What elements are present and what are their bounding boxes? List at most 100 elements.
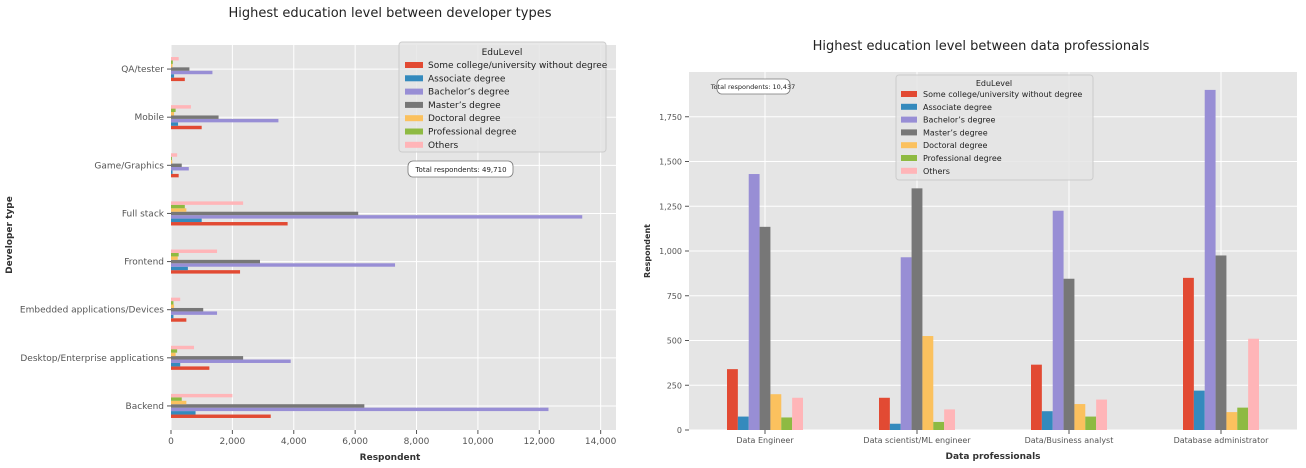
left-legend-label: Associate degree <box>428 74 506 84</box>
left-bar <box>171 270 241 274</box>
right-bar <box>1193 390 1205 430</box>
left-bar <box>171 263 396 267</box>
left-legend-swatch <box>405 75 423 82</box>
left-bar <box>171 215 583 219</box>
left-bar <box>171 222 288 226</box>
left-legend-swatch <box>405 115 423 122</box>
right-bar <box>889 423 901 430</box>
left-bar <box>171 311 218 315</box>
right-y-tick-label: 250 <box>667 381 682 390</box>
left-bar <box>171 397 182 401</box>
left-bar <box>171 60 173 64</box>
developer-types-chart: Highest education level between develope… <box>5 6 617 463</box>
left-x-tick-label: 6,000 <box>342 437 368 447</box>
left-bar <box>171 362 181 367</box>
left-y-tick-label: Full stack <box>122 209 165 219</box>
left-y-tick-label: Frontend <box>124 258 164 268</box>
left-bar <box>171 211 359 216</box>
right-bar <box>900 257 912 430</box>
left-bar <box>171 118 279 123</box>
right-legend-swatch <box>901 142 917 149</box>
right-bar <box>879 397 890 430</box>
left-x-tick-label: 4,000 <box>281 437 307 447</box>
right-bar <box>1074 404 1086 430</box>
right-x-tick-label: Database administrator <box>1174 436 1270 445</box>
data-professionals-chart: Highest education level between data pro… <box>643 39 1297 462</box>
right-bar <box>922 336 934 430</box>
left-bar <box>171 314 174 319</box>
left-bar <box>171 115 219 119</box>
right-bar <box>911 188 923 430</box>
right-legend-swatch <box>901 91 917 97</box>
right-legend-label: Associate degree <box>923 103 992 112</box>
right-bar <box>1248 338 1259 430</box>
right-bar <box>770 394 782 430</box>
left-y-tick-label: Backend <box>126 402 164 412</box>
right-x-tick-label: Data Engineer <box>736 436 794 445</box>
left-y-tick-label: QA/tester <box>121 65 164 75</box>
right-bar <box>1226 412 1238 430</box>
right-y-tick-label: 0 <box>677 426 682 435</box>
right-legend-title: EduLevel <box>976 79 1012 88</box>
left-bar <box>171 407 549 412</box>
right-bar <box>727 369 738 430</box>
right-y-ticks: 0 250 500 750 1,000 1,250 1,500 1,750 <box>659 113 689 435</box>
left-legend-box <box>398 41 607 153</box>
left-bar <box>171 167 189 171</box>
left-y-tick-label: Desktop/Enterprise applications <box>20 354 164 364</box>
left-annotation: Total respondents: 49,710 <box>407 160 514 178</box>
left-bar <box>171 349 178 353</box>
left-bar <box>171 352 176 357</box>
right-x-axis-label: Data professionals <box>945 452 1040 462</box>
left-bar <box>171 57 179 61</box>
left-bar <box>171 125 202 130</box>
left-legend-swatch <box>405 62 423 68</box>
left-y-tick-label: Embedded applications/Devices <box>20 306 164 316</box>
left-bar <box>171 400 187 405</box>
left-bar <box>171 112 175 116</box>
right-legend-label: Master’s degree <box>923 128 988 137</box>
left-bar <box>171 393 233 398</box>
left-bar <box>171 414 271 418</box>
right-chart-title: Highest education level between data pro… <box>813 39 1150 54</box>
left-bar <box>171 156 172 161</box>
left-bar <box>171 301 174 305</box>
left-bar <box>171 208 187 212</box>
right-legend-label: Professional degree <box>923 154 1002 163</box>
left-bar <box>171 67 190 71</box>
right-legend-swatch <box>901 116 917 123</box>
left-legend-items: Some college/university without degree As… <box>405 61 608 151</box>
left-bar <box>171 304 175 308</box>
left-legend-swatch <box>405 141 423 148</box>
right-x-tick-label: Data/Business analyst <box>1025 436 1114 445</box>
right-bar <box>781 417 793 430</box>
left-y-ticks: Backend Desktop/Enterprise applications Em… <box>20 65 171 412</box>
left-bar <box>171 307 204 312</box>
left-x-tick-label: 8,000 <box>404 437 430 447</box>
left-bar <box>171 266 188 271</box>
left-bar <box>171 201 244 205</box>
right-legend-items: Some college/university without degree As… <box>901 90 1082 176</box>
left-bar <box>171 249 218 253</box>
right-annotation-box <box>716 78 791 95</box>
left-x-ticks: 0 2,000 4,000 6,000 8,000 10,000 12,000 14,000 <box>168 430 617 447</box>
right-y-tick-label: 1,250 <box>659 202 682 211</box>
left-bar <box>171 218 202 223</box>
right-legend-swatch <box>901 167 917 174</box>
left-bar <box>171 153 178 157</box>
left-legend-label: Doctoral degree <box>428 114 501 124</box>
left-bar <box>171 173 179 178</box>
left-bar <box>171 252 179 257</box>
left-bar <box>171 74 175 78</box>
right-legend-box <box>895 74 1094 181</box>
right-bar <box>1215 255 1227 430</box>
right-legend-label: Doctoral degree <box>923 141 988 150</box>
left-legend-label: Master’s degree <box>428 101 501 111</box>
right-bar <box>1041 411 1053 430</box>
left-bar <box>171 318 187 322</box>
left-bars <box>171 57 583 418</box>
left-legend-label: Some college/university without degree <box>428 61 608 71</box>
right-bar <box>944 409 955 430</box>
left-chart-title: Highest education level between develope… <box>229 6 552 21</box>
